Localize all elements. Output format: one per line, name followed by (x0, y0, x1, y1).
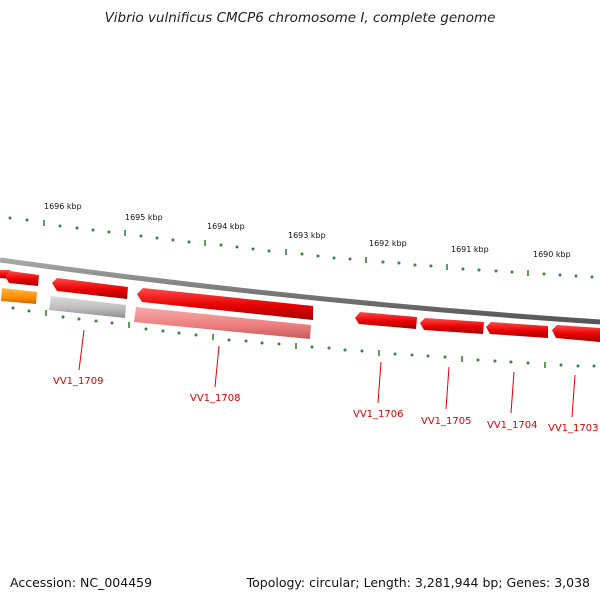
gene-label-vv1-1706[interactable]: VV1_1706 (353, 409, 404, 420)
feature-track (1, 288, 311, 339)
gene-arrow[interactable] (5, 271, 39, 286)
gene-label-vv1-1703[interactable]: VV1_1703 (548, 423, 599, 434)
scale-label-1695: 1695 kbp (125, 213, 163, 222)
gene-label-vv1-1705[interactable]: VV1_1705 (421, 416, 472, 427)
summary-text: Topology: circular; Length: 3,281,944 bp… (246, 575, 590, 590)
inner-scale-ticks (11, 306, 596, 368)
gene-label-vv1-1708[interactable]: VV1_1708 (190, 393, 241, 404)
scale-label-1690: 1690 kbp (533, 250, 571, 259)
pseudogene[interactable] (49, 296, 126, 318)
outer-scale-ticks (8, 216, 594, 279)
gene-arrow[interactable] (420, 318, 484, 334)
gene-leader-lines (78, 329, 576, 418)
scale-label-1694: 1694 kbp (207, 222, 245, 231)
forward-strand-genes (0, 270, 600, 342)
gene-arrow[interactable] (355, 312, 417, 329)
scale-label-1696: 1696 kbp (44, 202, 82, 211)
gene-arrow[interactable] (52, 278, 128, 299)
gene-arrow[interactable] (486, 322, 548, 338)
scale-label-1691: 1691 kbp (451, 245, 489, 254)
genome-backbone (0, 257, 600, 325)
gene-label-vv1-1709[interactable]: VV1_1709 (53, 376, 104, 387)
scale-label-1692: 1692 kbp (369, 239, 407, 248)
scale-label-1693: 1693 kbp (288, 231, 326, 240)
gene-arrow[interactable] (137, 288, 313, 320)
gene-arrow[interactable] (552, 325, 600, 342)
accession-text: Accession: NC_004459 (10, 575, 153, 590)
gene-light[interactable] (134, 307, 311, 339)
map-title: Vibrio vulnificus CMCP6 chromosome I, co… (104, 10, 496, 26)
gene-other[interactable] (1, 288, 37, 304)
gene-label-vv1-1704[interactable]: VV1_1704 (487, 420, 538, 431)
